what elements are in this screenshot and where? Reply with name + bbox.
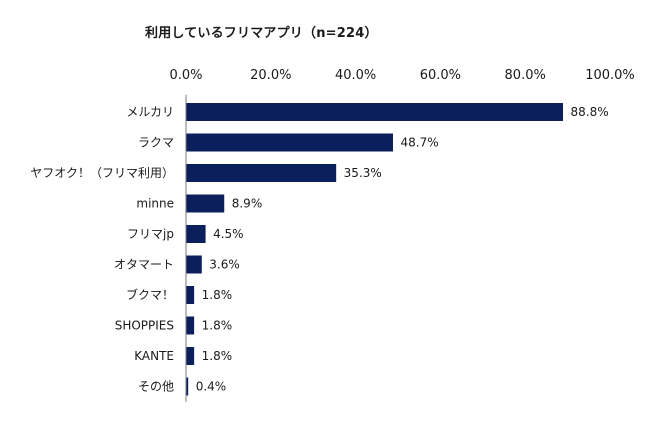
chart-title: 利用しているフリマアプリ（n=224） [145,26,378,41]
data-label: 1.8% [202,319,233,333]
x-tick-label: 40.0% [335,68,376,83]
bar [186,286,195,304]
data-label: 88.8% [571,105,609,119]
bar [186,377,189,396]
category-label: ブクマ！ [126,287,174,302]
data-label: 1.8% [202,288,233,302]
category-label: ラクマ [138,136,174,150]
bar [186,225,206,243]
data-label: 8.9% [232,197,263,211]
data-label: 48.7% [400,136,438,150]
x-tick-label: 0.0% [169,68,202,83]
category-label: minne [136,197,174,211]
category-label: SHOPPIES [115,319,174,333]
category-label: フリマjp [127,227,174,241]
x-tick-label: 20.0% [250,68,291,83]
bar [186,133,393,152]
category-label: その他 [138,380,174,394]
category-label: オタマート [114,258,174,272]
bar [186,255,202,274]
data-label: 1.8% [202,349,233,363]
data-label: 0.4% [196,380,227,394]
bar [186,194,225,213]
category-label: KANTE [134,349,174,363]
data-label: 35.3% [344,166,382,180]
bar [186,347,195,365]
bar [186,103,564,121]
category-label: ヤフオク！（フリマ利用） [30,166,174,180]
bar [186,164,337,182]
x-tick-label: 60.0% [420,68,461,83]
data-label: 3.6% [209,258,240,272]
data-label: 4.5% [213,227,244,241]
x-tick-label: 80.0% [505,68,546,83]
bar [186,316,195,335]
x-tick-label: 100.0% [585,68,635,83]
category-label: メルカリ [126,105,174,119]
